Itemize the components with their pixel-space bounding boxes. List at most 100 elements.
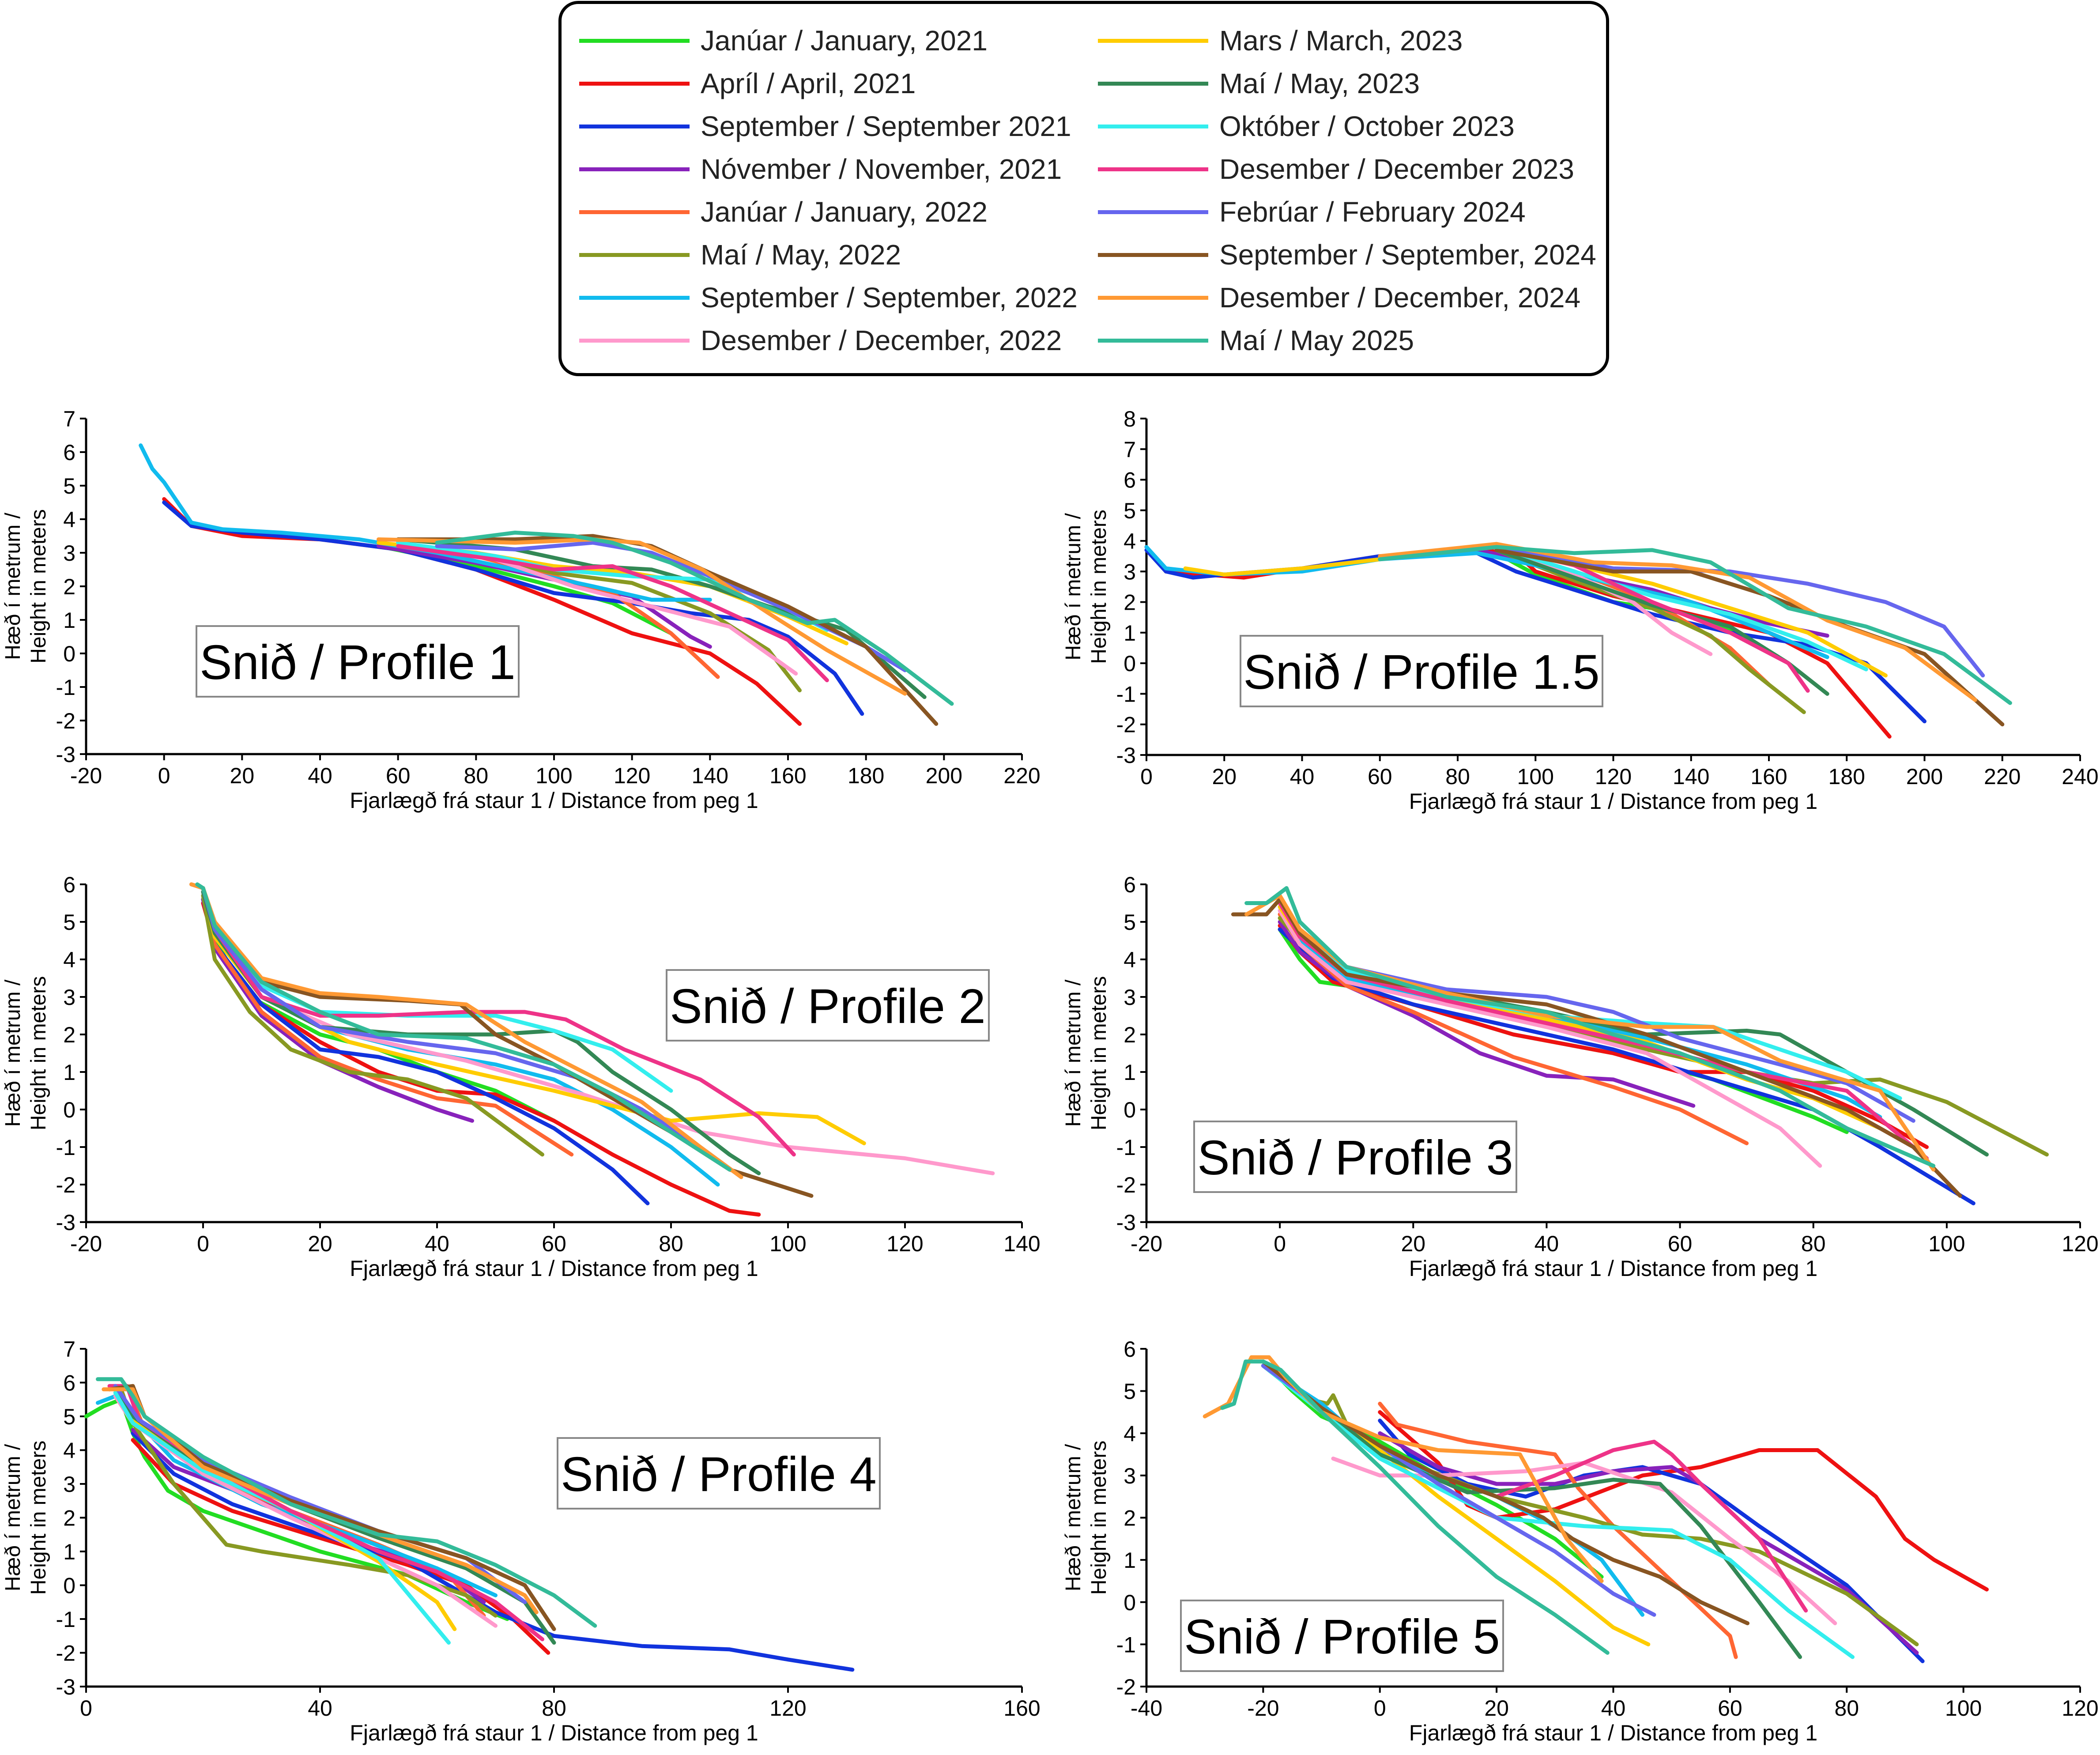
- x-tick-label: -20: [1247, 1696, 1279, 1721]
- series-line: [201, 894, 544, 1157]
- y-tick-label: 3: [1124, 559, 1136, 584]
- y-axis-label: Height in meters: [1087, 1441, 1111, 1595]
- y-tick-label: -3: [56, 1210, 75, 1235]
- legend-item: Maí / May, 2023: [1098, 64, 1420, 103]
- series-line: [1494, 1439, 1808, 1613]
- series-line: [201, 886, 796, 1157]
- legend-swatch: [579, 81, 690, 86]
- legend-label: Janúar / January, 2021: [701, 25, 988, 57]
- legend-swatch: [1098, 81, 1208, 86]
- y-tick-label: -3: [1116, 1210, 1136, 1235]
- x-tick-label: 40: [308, 763, 332, 788]
- legend-swatch: [1098, 38, 1208, 43]
- x-tick-label: 40: [1290, 764, 1315, 789]
- y-tick-label: -1: [1116, 682, 1136, 706]
- x-tick-label: 0: [80, 1696, 92, 1721]
- x-tick-label: -40: [1131, 1696, 1162, 1721]
- legend-label: Maí / May, 2022: [701, 239, 901, 271]
- y-tick-label: 7: [63, 407, 75, 431]
- y-tick-label: 1: [63, 1540, 75, 1564]
- y-tick-label: 3: [63, 985, 75, 1010]
- y-tick-label: 2: [63, 574, 75, 599]
- legend-label: Janúar / January, 2022: [701, 196, 988, 228]
- legend-item: September / September, 2024: [1098, 235, 1596, 275]
- y-tick-label: 2: [1124, 1023, 1136, 1047]
- legend-label: Desember / December 2023: [1219, 153, 1574, 185]
- chart-title: Snið / Profile 3: [1197, 1131, 1513, 1185]
- x-tick-label: 180: [848, 763, 884, 788]
- y-tick-label: 5: [1124, 498, 1136, 523]
- x-tick-label: 0: [1374, 1696, 1386, 1721]
- y-tick-label: 5: [1124, 1379, 1136, 1404]
- legend-label: September / September, 2022: [701, 282, 1078, 313]
- y-tick-label: 5: [63, 910, 75, 935]
- x-tick-label: 120: [1595, 764, 1632, 789]
- y-tick-label: 5: [1124, 910, 1136, 935]
- series-line: [201, 897, 650, 1205]
- legend-swatch: [579, 167, 690, 171]
- series-line: [1378, 545, 2012, 705]
- y-tick-label: -3: [1116, 743, 1136, 768]
- chart-title-box: [196, 625, 520, 698]
- chart-panel: -3 -2 -1 0 1 2 3 4 5 6 7 -20 0 20 40 60 80 100 120 140 160 18…: [1, 407, 1041, 813]
- y-tick-label: -1: [1116, 1632, 1136, 1657]
- x-tick-label: 100: [535, 763, 572, 788]
- y-tick-label: 8: [1124, 407, 1136, 431]
- y-axis-label: Height in meters: [1087, 510, 1111, 664]
- y-tick-label: 1: [63, 1060, 75, 1085]
- x-tick-label: 20: [1484, 1696, 1509, 1721]
- y-axis-label: Height in meters: [1087, 976, 1111, 1130]
- y-tick-label: 6: [63, 440, 75, 465]
- y-tick-label: 0: [63, 1574, 75, 1598]
- x-tick-label: 220: [1984, 764, 2021, 789]
- series-line: [201, 901, 761, 1217]
- x-tick-label: 40: [1601, 1696, 1626, 1721]
- y-tick-label: 1: [1124, 1548, 1136, 1573]
- x-tick-label: 160: [1750, 764, 1787, 789]
- chart-title: Snið / Profile 1: [200, 635, 515, 690]
- series-line: [1278, 920, 1696, 1108]
- legend-item: Nóvember / November, 2021: [579, 149, 1062, 189]
- y-tick-label: 7: [1124, 437, 1136, 462]
- y-axis-label: Height in meters: [27, 1441, 50, 1595]
- legend-label: Desember / December, 2022: [701, 325, 1062, 356]
- x-tick-label: 0: [1140, 764, 1153, 789]
- x-axis-label: Fjarlægð frá staur 1 / Distance from peg…: [350, 1256, 758, 1281]
- y-tick-label: -1: [56, 675, 75, 700]
- series-line: [1244, 886, 1936, 1168]
- y-tick-label: 7: [63, 1337, 75, 1362]
- y-tick-label: -2: [1116, 1173, 1136, 1197]
- y-tick-label: 6: [1124, 872, 1136, 897]
- series-line: [195, 882, 731, 1172]
- y-tick-label: 4: [1124, 529, 1136, 554]
- legend-item: Mars / March, 2023: [1098, 21, 1463, 60]
- x-axis-label: Fjarlægð frá staur 1 / Distance from peg…: [1409, 1256, 1817, 1281]
- y-tick-label: -2: [1116, 713, 1136, 737]
- series-line: [139, 443, 712, 602]
- y-tick-label: -2: [56, 1641, 75, 1666]
- y-tick-label: 6: [1124, 1337, 1136, 1362]
- legend-swatch: [1098, 167, 1208, 171]
- chart-panel: -3 -2 -1 0 1 2 3 4 5 6 -20 0 20 40 60 80 100 120 Fjarlægð …: [1062, 872, 2099, 1281]
- legend-item: Maí / May, 2022: [579, 235, 901, 275]
- series-line: [1203, 1355, 1604, 1583]
- y-tick-label: 2: [1124, 1506, 1136, 1531]
- x-tick-label: 120: [2062, 1696, 2098, 1721]
- y-axis-label: Hæð í metrum /: [1, 979, 25, 1127]
- y-tick-label: 0: [63, 1098, 75, 1122]
- y-axis-label: Hæð í metrum /: [1062, 513, 1085, 660]
- legend-label: Október / October 2023: [1219, 110, 1515, 142]
- legend-label: Mars / March, 2023: [1219, 25, 1463, 57]
- legend-item: Febrúar / February 2024: [1098, 192, 1526, 232]
- y-tick-label: -3: [56, 742, 75, 767]
- series-line: [1244, 894, 1936, 1172]
- series-line: [435, 530, 954, 706]
- x-tick-label: 160: [1003, 1696, 1040, 1721]
- y-tick-label: -1: [56, 1607, 75, 1632]
- x-tick-label: 60: [1368, 764, 1392, 789]
- x-axis-label: Fjarlægð frá staur 1 / Distance from peg…: [350, 1721, 758, 1745]
- legend-label: Febrúar / February 2024: [1219, 196, 1526, 228]
- x-tick-label: 80: [659, 1231, 683, 1256]
- legend-swatch: [579, 210, 690, 214]
- legend-item: Janúar / January, 2021: [579, 21, 988, 60]
